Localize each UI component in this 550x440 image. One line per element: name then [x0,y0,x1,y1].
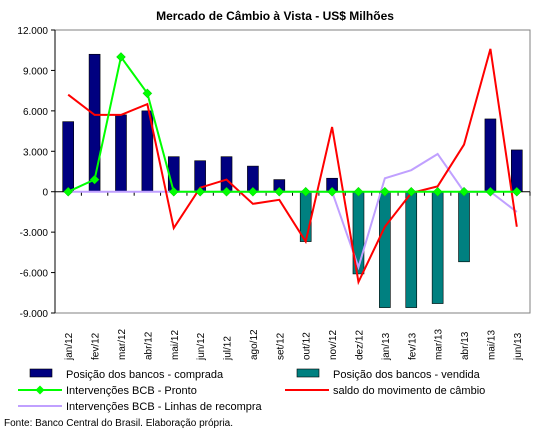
y-tick-label: -6.000 [20,269,49,280]
x-tick-label: set/12 [275,332,286,360]
x-tick-label: fev/13 [407,332,418,360]
x-tick-label: jan/12 [64,332,75,361]
legend-label: Intervenções BCB - Linhas de recompra [66,401,263,413]
y-tick-label: 6.000 [23,107,48,118]
x-axis-labels: jan/12 fev/12 mar/12 abr/12 mai/12 jun/12 jul/… [64,328,524,361]
legend-label: Intervenções BCB - Pronto [66,385,197,397]
line-marker [89,174,100,185]
x-tick-label: dez/12 [354,330,365,360]
bar [220,156,233,193]
x-tick-label: jul/12 [223,336,234,361]
source-note: Fonte: Banco Central do Brasil. Elaboraç… [4,418,234,429]
line-marker [300,186,311,197]
line-marker [353,186,364,197]
line-marker [459,186,469,197]
line-marker [221,186,232,197]
line-marker [432,186,443,197]
x-tick-label: nov/12 [328,330,339,360]
line-marker [116,52,126,62]
x-tick-label: jun/12 [196,332,207,361]
bar [62,121,74,193]
y-tick-label: -9.000 [20,309,49,320]
line-marker [63,186,74,197]
bar [458,191,470,263]
plot-area: -9.000 -6.000 -3.000 0 3.000 6.000 9.000 12.000 [17,26,531,320]
bar [115,114,127,193]
legend-swatch [29,368,53,378]
line-marker [485,186,496,197]
legend-label: Posição dos bancos - vendida [333,369,481,381]
legend-label: Posição dos bancos - comprada [66,369,224,381]
line-marker [406,186,417,197]
line-marker [195,186,205,197]
x-tick-label: ago/12 [249,329,260,360]
x-tick-label: abr/13 [460,331,471,360]
bar [88,53,101,193]
line-marker [168,186,179,197]
line-marker [142,88,153,99]
line-marker [380,186,390,197]
x-tick-label: mai/12 [170,330,181,360]
y-tick-label: 9.000 [23,66,48,77]
y-tick-label: -3.000 [20,228,49,239]
y-tick-label: 3.000 [23,147,48,158]
line-marker [511,186,522,197]
line-marker [274,186,285,197]
bar [379,191,391,308]
legend-marker [35,385,45,395]
y-tick-label: 12.000 [17,26,48,37]
x-tick-label: mar/12 [117,328,128,360]
bar [511,149,523,193]
bar [405,191,418,308]
legend-label: saldo do movimento de câmbio [333,385,485,397]
x-tick-label: mai/13 [486,330,497,360]
bar [484,118,497,193]
x-tick-label: jun/13 [513,332,524,361]
x-tick-label: mar/13 [434,328,445,360]
legend: Posição dos bancos - comprada Posição dos… [18,368,485,413]
y-tick-label: 0 [42,188,48,199]
chart-title: Mercado de Câmbio à Vista - US$ Milhões [156,9,394,23]
series-line [68,152,518,271]
x-tick-label: abr/12 [143,331,154,360]
x-tick-label: jan/13 [381,332,392,361]
bar [431,191,444,304]
x-tick-label: fev/12 [91,332,102,360]
series-line [67,48,518,286]
line-marker [248,186,258,197]
x-tick-label: out/12 [302,332,313,360]
line-marker [327,186,337,197]
legend-swatch [296,368,320,378]
